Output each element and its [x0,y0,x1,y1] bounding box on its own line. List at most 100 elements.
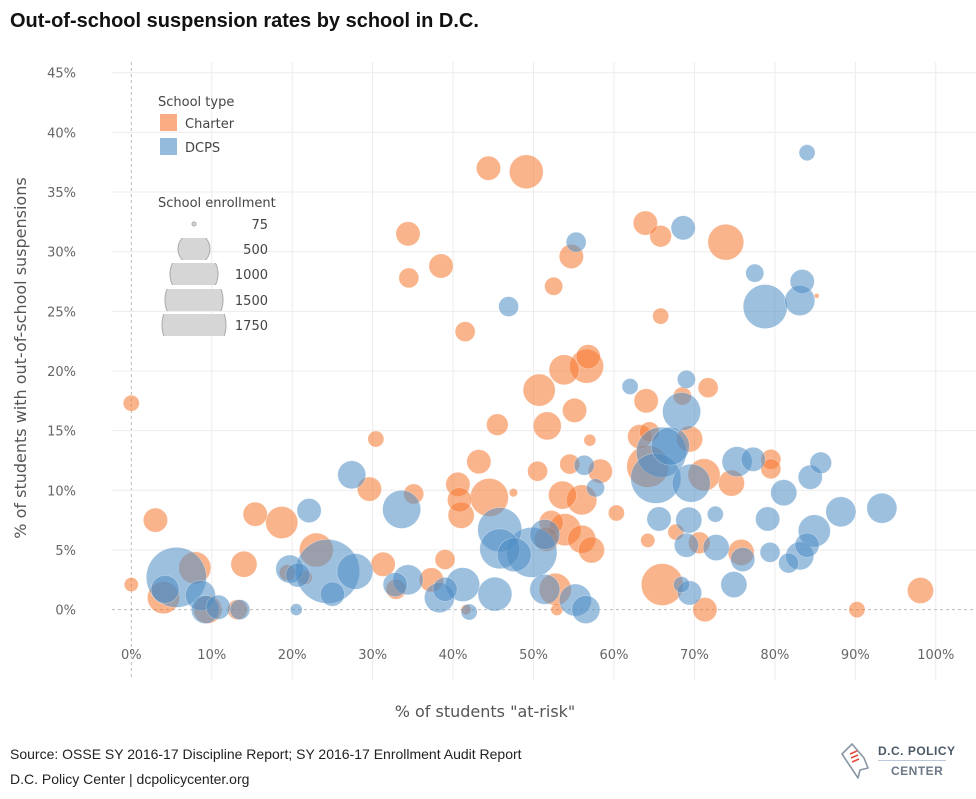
legend-size-bubble [161,314,227,336]
x-tick-label: 50% [519,648,548,663]
bubble-dcps [229,599,251,620]
y-tick-label: 0% [55,604,76,619]
bubble-charter [428,253,454,279]
y-tick-label: 15% [47,425,76,440]
bubble-charter [398,267,420,289]
bubble-charter [454,321,476,342]
bubble-dcps [742,284,788,329]
y-tick-label: 25% [47,305,76,320]
bubble-chart: 0% 10% 20% 30% 40% 50% 60% 70% 80% 90% 100% 0% 5% 10%… [11,62,976,721]
x-tick-label: 100% [917,648,954,663]
y-tick-label: 20% [47,365,76,380]
x-tick-label: 30% [358,648,387,663]
bubble-dcps [759,542,781,563]
bubble-dcps [670,215,696,241]
credit-note: D.C. Policy Center | dcpolicycenter.org [10,771,250,787]
legend-size-label: 75 [251,218,268,233]
legend-size-label: 500 [243,243,268,258]
bubble-charter [508,488,518,498]
bubble-charter [466,449,492,475]
y-tick-label: 40% [47,126,76,141]
bubble-charter [697,377,719,398]
bubble-dcps [497,537,532,572]
bubble-dcps [573,454,595,476]
legend-label-dcps: DCPS [185,141,220,156]
bubble-dcps [337,460,367,490]
bubble-dcps [289,603,303,616]
bubble-dcps [432,576,458,602]
x-tick-label: 60% [600,648,629,663]
x-axis-label: % of students "at-risk" [395,702,576,721]
legend-size-title: School enrollment [158,196,276,211]
legend-size-bubble [191,221,197,227]
bubble-dcps [755,506,781,532]
bubble-charter [509,154,544,189]
bubble-dcps [778,552,799,574]
bubble-dcps [809,451,832,474]
bubble-dcps [498,296,519,317]
bubble-dcps [794,532,820,558]
bubble-dcps [477,576,513,612]
legend-size-bubble [164,289,224,311]
x-tick-label: 70% [680,648,709,663]
legend-swatch-dcps [160,138,177,155]
bubble-charter [123,577,139,592]
bubble-dcps [571,595,601,624]
legend: School type Charter DCPS School enrollment 7… [158,95,276,336]
bubble-dcps [150,575,180,604]
bubble-charter [632,210,658,236]
bubble-dcps [565,231,587,253]
bubble-dcps [866,492,898,524]
x-tick-label: 20% [278,648,307,663]
bubble-charter [447,487,472,513]
bubble-charter [122,394,140,412]
bubble-charter [578,536,605,564]
bubble-charter [532,411,562,441]
y-tick-label: 30% [47,246,76,261]
bubble-charter [434,549,456,570]
bubble-charter [522,373,556,407]
bubble-charter [848,601,866,618]
y-tick-label: 35% [47,186,76,201]
x-tick-label: 10% [197,648,226,663]
bubble-dcps [745,263,765,283]
legend-size-bubble [177,238,211,260]
bubble-dcps [382,490,421,529]
bubble-charter [476,155,501,181]
bubble-dcps [336,553,374,590]
x-tick-label: 90% [841,648,870,663]
bubble-dcps [285,562,311,588]
bubble-charter [265,506,299,539]
legend-label-charter: Charter [185,117,235,132]
bubble-dcps [296,498,322,523]
bubble-charter [652,307,669,325]
y-tick-label: 5% [55,544,76,559]
logo-divider [878,760,946,761]
bubble-dcps [205,594,231,620]
bubble-dcps [770,479,798,507]
legend-swatch-charter [160,114,177,131]
bubble-charter [575,344,601,370]
bubble-dcps [740,446,766,472]
y-axis-label: % of students with out-of-school suspens… [11,177,30,538]
bubble-dcps [675,506,703,534]
legend-color-title: School type [158,95,234,110]
bubble-dcps [702,534,730,561]
bubble-dcps [320,581,345,607]
legend-size-label: 1000 [235,268,268,283]
x-tick-label: 80% [760,648,789,663]
bubble-dcps [673,576,690,593]
bubble-charter [230,550,258,578]
bubble-charter [548,354,580,386]
dc-policy-center-logo: D.C. POLICY CENTER [838,742,958,786]
bubble-dcps [646,506,672,532]
bubble-dcps [529,574,561,605]
bubble-charter [583,433,597,447]
x-tick-label: 0% [121,648,142,663]
bubble-charter [692,597,718,623]
bubble-charter [907,577,934,604]
bubble-charter [527,460,548,482]
bubble-dcps [673,532,699,558]
logo-text-line2: CENTER [891,764,944,778]
bubble-charter [707,223,745,261]
